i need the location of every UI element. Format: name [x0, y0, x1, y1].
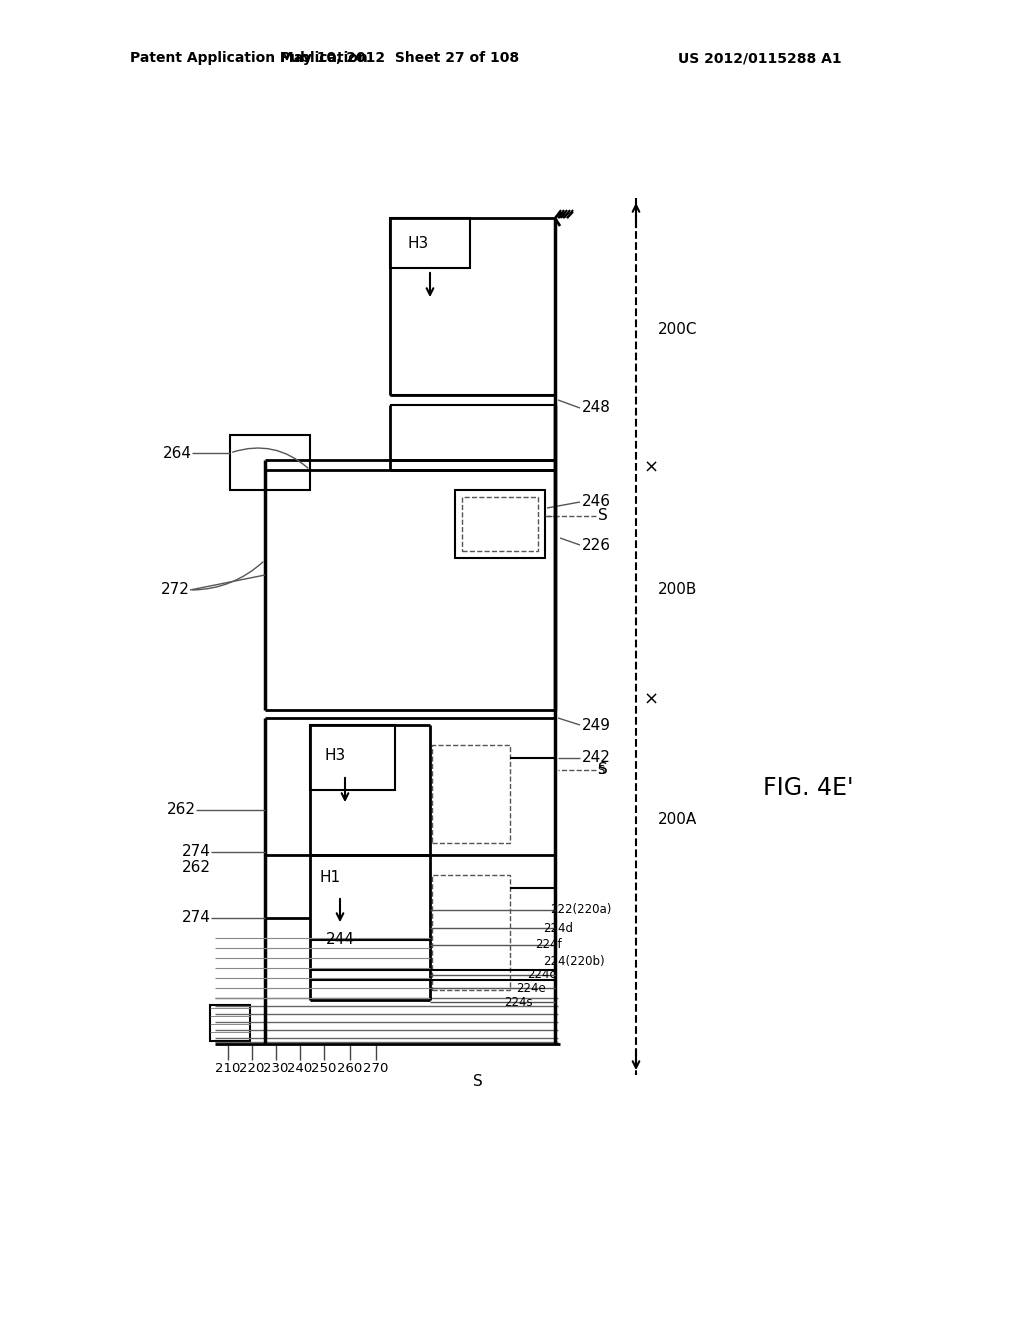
Bar [432, 875, 510, 990]
Text: 210: 210 [215, 1061, 241, 1074]
Text: ×: × [644, 459, 659, 477]
Bar [455, 490, 545, 558]
Text: 224c: 224c [527, 969, 556, 982]
Text: 264: 264 [163, 446, 193, 461]
Text: 240: 240 [288, 1061, 312, 1074]
Text: 270: 270 [364, 1061, 389, 1074]
Text: 244: 244 [326, 932, 354, 948]
Text: Patent Application Publication: Patent Application Publication [130, 51, 368, 65]
Text: FIG. 4E': FIG. 4E' [763, 776, 853, 800]
Bar [210, 1005, 250, 1041]
Text: 200A: 200A [658, 813, 697, 828]
Text: 274: 274 [182, 911, 211, 925]
Text: 260: 260 [337, 1061, 362, 1074]
Text: 224d: 224d [543, 921, 573, 935]
Text: S: S [598, 508, 608, 524]
Text: S: S [598, 763, 608, 777]
Bar [230, 436, 310, 490]
Text: 200B: 200B [658, 582, 697, 598]
Text: 224e: 224e [516, 982, 546, 994]
Text: H3: H3 [325, 747, 346, 763]
Text: 246: 246 [582, 495, 611, 510]
Bar [390, 218, 470, 268]
Text: H3: H3 [408, 235, 429, 251]
Bar [462, 498, 538, 550]
Text: 224s: 224s [504, 995, 532, 1008]
Text: 248: 248 [582, 400, 611, 416]
Bar [432, 744, 510, 843]
Text: 262: 262 [182, 861, 211, 875]
Text: 274: 274 [182, 845, 211, 859]
Text: 222(220a): 222(220a) [550, 903, 611, 916]
Text: 242: 242 [582, 751, 611, 766]
Bar [310, 725, 395, 789]
Text: 230: 230 [263, 1061, 289, 1074]
Text: US 2012/0115288 A1: US 2012/0115288 A1 [678, 51, 842, 65]
Text: S: S [473, 1074, 483, 1089]
Text: 200C: 200C [658, 322, 697, 338]
Text: May 10, 2012  Sheet 27 of 108: May 10, 2012 Sheet 27 of 108 [281, 51, 519, 65]
Text: 220: 220 [240, 1061, 264, 1074]
Text: ×: × [644, 690, 659, 709]
Text: 224(220b): 224(220b) [543, 956, 604, 969]
Text: 250: 250 [311, 1061, 337, 1074]
Text: S: S [597, 763, 604, 776]
Text: 224f: 224f [535, 939, 561, 952]
Text: 226: 226 [582, 537, 611, 553]
Text: 249: 249 [582, 718, 611, 733]
Text: 262: 262 [167, 803, 196, 817]
Text: H1: H1 [319, 870, 341, 886]
Text: 272: 272 [161, 582, 190, 598]
